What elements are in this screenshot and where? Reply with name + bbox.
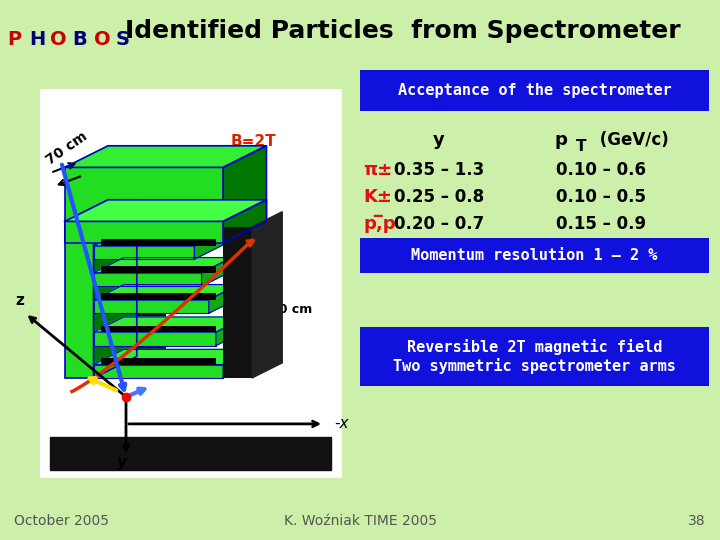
Polygon shape	[223, 349, 253, 378]
Polygon shape	[223, 200, 266, 243]
Text: Reversible 2T magnetic field
Two symmetric spectrometer arms: Reversible 2T magnetic field Two symmetr…	[393, 339, 676, 374]
Polygon shape	[94, 317, 246, 332]
Text: 0.10 – 0.6: 0.10 – 0.6	[557, 161, 647, 179]
Bar	[40, 89, 342, 478]
Text: z: z	[16, 293, 24, 308]
Text: P: P	[7, 30, 22, 49]
Bar	[94, 273, 202, 286]
Polygon shape	[65, 200, 266, 221]
Polygon shape	[94, 285, 239, 300]
Text: Momentum resolution 1 – 2 %: Momentum resolution 1 – 2 %	[411, 248, 658, 262]
Text: π±: π±	[364, 161, 393, 179]
Bar	[101, 293, 216, 300]
Text: -x: -x	[335, 416, 349, 431]
Bar	[94, 364, 223, 378]
Text: K. Woźniak TIME 2005: K. Woźniak TIME 2005	[284, 514, 436, 528]
Text: 0.20 – 0.7: 0.20 – 0.7	[394, 215, 485, 233]
Text: October 2005: October 2005	[14, 514, 109, 528]
Text: 38: 38	[688, 514, 706, 528]
Text: y: y	[433, 131, 445, 150]
Bar	[94, 238, 166, 378]
Polygon shape	[94, 349, 253, 364]
Polygon shape	[94, 231, 225, 246]
Polygon shape	[94, 258, 232, 273]
Text: O: O	[94, 30, 110, 49]
Bar	[94, 300, 209, 313]
Text: K±: K±	[364, 188, 392, 206]
Text: 0.10 – 0.5: 0.10 – 0.5	[557, 188, 647, 206]
Polygon shape	[223, 146, 266, 243]
Bar	[65, 221, 223, 243]
Bar	[360, 238, 709, 273]
Polygon shape	[65, 146, 266, 167]
Polygon shape	[194, 231, 225, 259]
Text: T: T	[576, 139, 587, 154]
Text: 70 cm: 70 cm	[43, 130, 89, 168]
Polygon shape	[252, 212, 282, 378]
Bar	[360, 70, 709, 111]
Bar	[360, 327, 709, 386]
Text: B: B	[72, 30, 86, 49]
Text: (GeV/c): (GeV/c)	[594, 131, 669, 150]
Bar	[101, 239, 216, 246]
Polygon shape	[65, 200, 137, 221]
Text: p: p	[554, 131, 567, 150]
Polygon shape	[216, 317, 246, 346]
Text: Identified Particles  from Spectrometer: Identified Particles from Spectrometer	[125, 19, 681, 43]
Bar	[101, 358, 216, 365]
Bar	[223, 227, 252, 378]
Text: 0.35 – 1.3: 0.35 – 1.3	[394, 161, 485, 179]
Text: B=2T: B=2T	[230, 134, 276, 149]
Bar	[101, 266, 216, 273]
Text: y: y	[117, 455, 127, 470]
Text: O: O	[50, 30, 67, 49]
Text: p,̅p: p,̅p	[364, 215, 396, 233]
Bar	[65, 167, 223, 243]
Polygon shape	[209, 285, 239, 313]
Bar	[94, 332, 216, 346]
Bar	[94, 246, 194, 259]
Bar	[65, 221, 94, 378]
Bar	[101, 326, 216, 332]
Polygon shape	[94, 200, 137, 378]
Polygon shape	[50, 437, 331, 470]
Text: 10 cm: 10 cm	[270, 303, 312, 316]
Text: 0.25 – 0.8: 0.25 – 0.8	[394, 188, 485, 206]
Text: 0.15 – 0.9: 0.15 – 0.9	[556, 215, 647, 233]
Polygon shape	[202, 258, 232, 286]
Text: S: S	[115, 30, 129, 49]
Text: H: H	[29, 30, 45, 49]
Text: Acceptance of the spectrometer: Acceptance of the spectrometer	[397, 83, 672, 98]
